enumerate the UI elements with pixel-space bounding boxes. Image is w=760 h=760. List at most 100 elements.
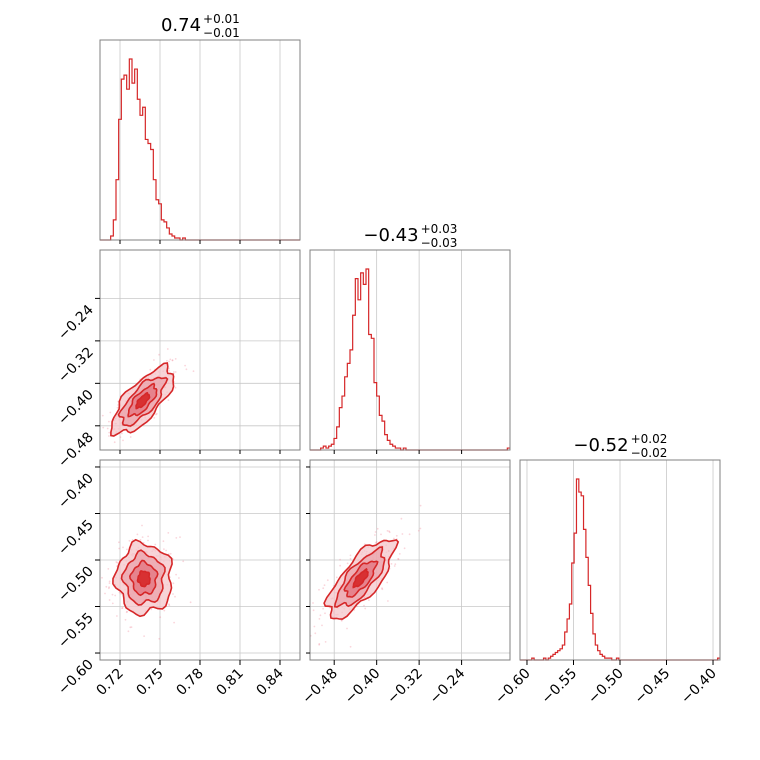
sample-point [168, 604, 171, 607]
sample-point [184, 364, 187, 367]
sample-point [387, 600, 389, 602]
sample-point [126, 548, 128, 551]
sample-point [312, 609, 315, 612]
sample-point [400, 517, 403, 520]
sample-point [155, 413, 157, 416]
sample-point [155, 412, 158, 415]
sample-point [122, 546, 124, 549]
sample-point [178, 577, 180, 579]
sample-point [368, 599, 370, 602]
sample-point [108, 582, 111, 584]
sample-point [129, 436, 132, 438]
sample-point [124, 618, 127, 621]
x-tick-label: −0.45 [632, 666, 674, 708]
sample-point [171, 359, 174, 361]
title-lower-error: −0.03 [421, 236, 458, 250]
sample-point [192, 370, 195, 373]
gridlines-density-0-1 [100, 250, 300, 450]
sample-point [113, 441, 116, 444]
sample-point [116, 615, 118, 617]
sample-point [116, 406, 119, 409]
sample-point [395, 534, 398, 537]
sample-point [417, 529, 420, 532]
sample-point [321, 624, 323, 627]
sample-point [149, 368, 152, 371]
sample-point [165, 549, 168, 552]
sample-point [130, 626, 133, 628]
sample-point [107, 568, 110, 570]
sample-point [419, 504, 422, 507]
sample-point [419, 527, 422, 530]
sample-point [390, 563, 393, 565]
sample-point [118, 591, 121, 594]
sample-point [121, 432, 123, 435]
y-tick-label: −0.50 [55, 564, 97, 606]
title-median: −0.43 [363, 225, 418, 246]
sample-point [118, 547, 121, 550]
title-lower-error: −0.01 [203, 26, 240, 40]
sample-point [340, 619, 343, 622]
title-median: −0.52 [573, 435, 628, 456]
sample-point [182, 560, 185, 563]
sample-point [167, 532, 170, 534]
sample-point [121, 607, 123, 610]
contour-level [352, 567, 369, 589]
sample-point [108, 431, 111, 434]
gridlines-density-1-2 [310, 460, 510, 660]
title-upper-error: +0.01 [203, 12, 240, 26]
sample-point [374, 541, 377, 544]
x-tick-label: −0.32 [384, 666, 426, 708]
sample-point [173, 371, 175, 373]
sample-point [322, 587, 325, 590]
sample-point [326, 579, 329, 582]
sample-point [172, 582, 175, 585]
sample-point [169, 552, 172, 555]
upper-error: +0.03 [421, 222, 458, 236]
sample-point [147, 539, 149, 542]
sample-point [122, 439, 124, 442]
title-upper-error: +0.02 [631, 432, 668, 446]
sample-point [179, 536, 181, 538]
sample-point [335, 576, 338, 579]
y-tick-label: −0.55 [55, 610, 97, 652]
sample-point [393, 565, 396, 567]
sample-point [159, 616, 162, 619]
panel-frame-hist-1 [309, 249, 511, 451]
sample-point [189, 601, 192, 604]
contour-level [135, 391, 151, 410]
sample-point [374, 534, 376, 536]
sample-point [313, 625, 316, 628]
sample-point [116, 561, 119, 564]
y-tick-label: −0.32 [55, 344, 97, 386]
x-tick-label: −0.40 [678, 666, 720, 708]
density-panel-1-2 [309, 504, 422, 648]
lower-error: −0.02 [631, 446, 668, 460]
sample-point [147, 535, 150, 538]
x-tick-label: 0.72 [93, 666, 126, 699]
sample-point [168, 360, 171, 363]
x-tick-label: 0.84 [253, 665, 286, 698]
sample-point [319, 614, 322, 617]
sample-point [346, 562, 349, 565]
sample-point [376, 527, 379, 530]
x-tick-label: −0.40 [342, 666, 384, 708]
x-tick-label: −0.48 [299, 666, 341, 708]
sample-point [397, 558, 400, 561]
sample-point [158, 353, 161, 356]
sample-point [108, 599, 111, 601]
y-tick-label: −0.40 [55, 387, 97, 429]
sample-point [131, 539, 134, 541]
sample-point [115, 561, 118, 563]
sample-point [153, 417, 156, 419]
sample-point [349, 554, 352, 557]
upper-error: +0.01 [203, 12, 240, 26]
sample-point [150, 608, 153, 611]
sample-point [398, 553, 401, 555]
x-tick-label: −0.24 [427, 665, 469, 707]
sample-point [322, 607, 324, 610]
sample-point [380, 533, 382, 536]
y-tick-label: −0.48 [55, 429, 97, 471]
gridlines-hist-1 [333, 250, 462, 450]
title-median: 0.74 [161, 15, 201, 36]
